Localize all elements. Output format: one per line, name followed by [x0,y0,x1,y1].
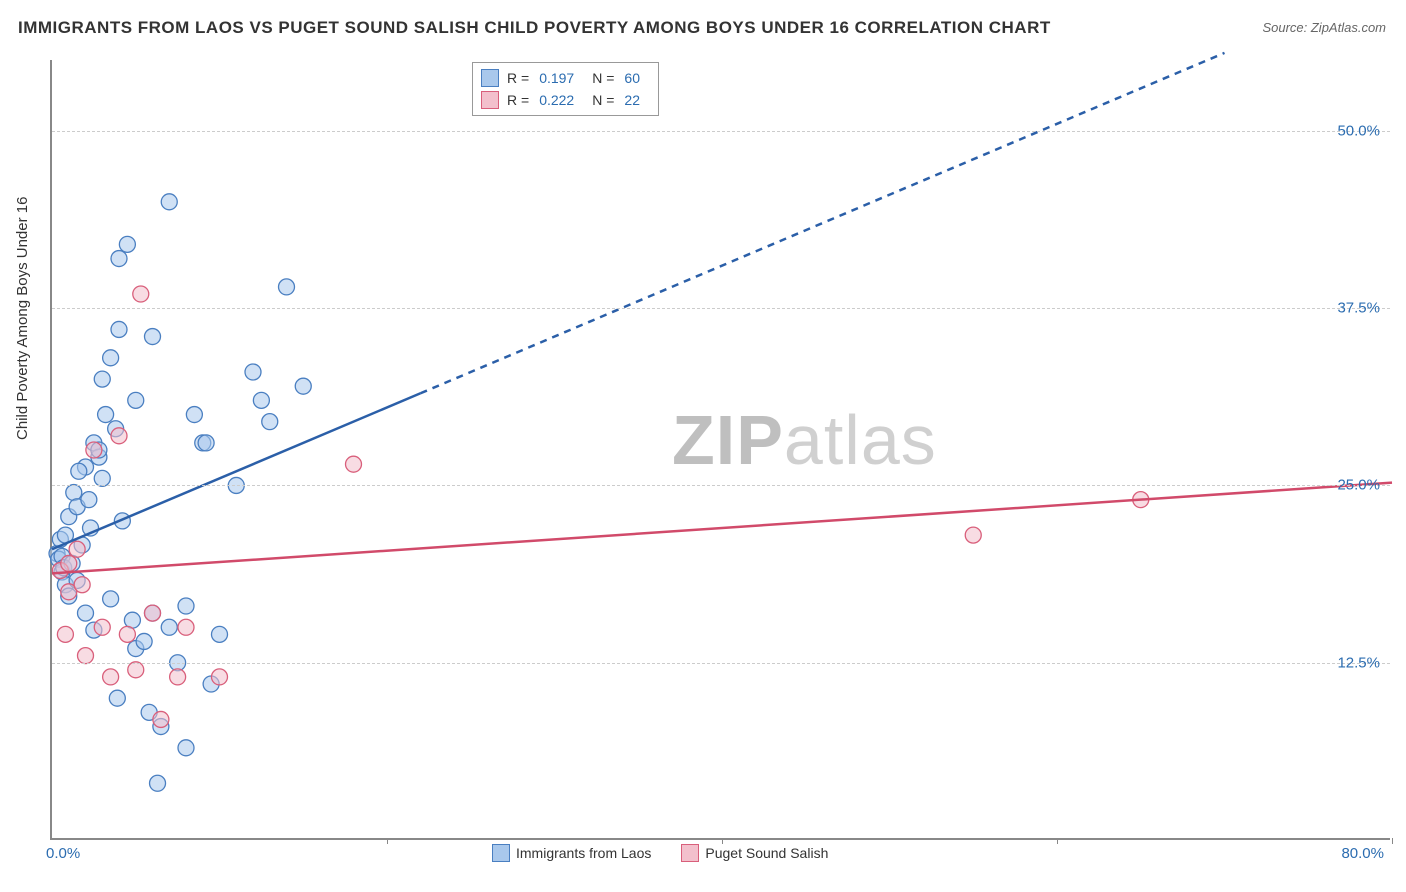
data-point [81,492,97,508]
data-point [71,463,87,479]
data-point [170,669,186,685]
legend-item-1: Immigrants from Laos [492,844,651,862]
data-point [66,485,82,501]
data-point [150,775,166,791]
data-point [245,364,261,380]
data-point [178,740,194,756]
x-tick-mark [722,838,723,844]
data-point [103,669,119,685]
swatch-series-2 [481,91,499,109]
data-point [86,442,102,458]
legend-row-2: R = 0.222 N = 22 [481,89,650,111]
data-point [119,626,135,642]
x-tick-mark [1057,838,1058,844]
gridline-h [52,308,1390,309]
data-point [153,711,169,727]
data-point [212,626,228,642]
data-point [136,633,152,649]
data-point [94,470,110,486]
data-point [69,541,85,557]
data-point [279,279,295,295]
data-point [161,619,177,635]
r-label: R = [507,89,529,111]
legend-item-2: Puget Sound Salish [681,844,828,862]
source-attribution: Source: ZipAtlas.com [1262,20,1386,35]
swatch-bottom-1 [492,844,510,862]
data-point [212,669,228,685]
data-point [103,350,119,366]
swatch-series-1 [481,69,499,87]
data-point [178,598,194,614]
n-label: N = [592,89,614,111]
data-point [253,392,269,408]
data-point [103,591,119,607]
y-axis-title: Child Poverty Among Boys Under 16 [14,197,31,440]
y-tick-label: 12.5% [1337,654,1380,671]
legend-row-1: R = 0.197 N = 60 [481,67,650,89]
x-tick-mark [387,838,388,844]
data-point [198,435,214,451]
gridline-h [52,663,1390,664]
data-point [145,329,161,345]
n-value-1: 60 [624,67,640,89]
x-tick-mark [1392,838,1393,844]
data-point [78,605,94,621]
data-point [965,527,981,543]
data-point [74,577,90,593]
chart-title: IMMIGRANTS FROM LAOS VS PUGET SOUND SALI… [18,18,1051,38]
plot-area: ZIPatlas R = 0.197 N = 60 R = 0.222 N = … [50,60,1390,840]
y-tick-label: 37.5% [1337,300,1380,317]
data-point [111,428,127,444]
data-point [262,414,278,430]
data-point [186,407,202,423]
data-point [78,648,94,664]
r-value-1: 0.197 [539,67,574,89]
n-label: N = [592,67,614,89]
y-tick-label: 25.0% [1337,477,1380,494]
data-point [119,236,135,252]
legend-label-1: Immigrants from Laos [516,845,651,861]
data-point [346,456,362,472]
data-point [94,371,110,387]
data-point [111,321,127,337]
legend-label-2: Puget Sound Salish [705,845,828,861]
data-point [133,286,149,302]
data-point [109,690,125,706]
data-point [111,251,127,267]
swatch-bottom-2 [681,844,699,862]
legend-stats: R = 0.197 N = 60 R = 0.222 N = 22 [472,62,659,116]
data-point [61,555,77,571]
data-point [98,407,114,423]
r-label: R = [507,67,529,89]
data-point [295,378,311,394]
data-point [178,619,194,635]
trend-line [52,483,1392,574]
x-tick-label: 0.0% [46,845,80,862]
gridline-h [52,131,1390,132]
r-value-2: 0.222 [539,89,574,111]
data-point [94,619,110,635]
data-point [128,392,144,408]
data-point [57,626,73,642]
legend-series: Immigrants from Laos Puget Sound Salish [492,844,828,862]
x-tick-label: 80.0% [1341,845,1384,862]
data-point [145,605,161,621]
gridline-h [52,485,1390,486]
data-point [161,194,177,210]
n-value-2: 22 [624,89,640,111]
y-tick-label: 50.0% [1337,122,1380,139]
data-point [128,662,144,678]
plot-svg [52,60,1390,838]
